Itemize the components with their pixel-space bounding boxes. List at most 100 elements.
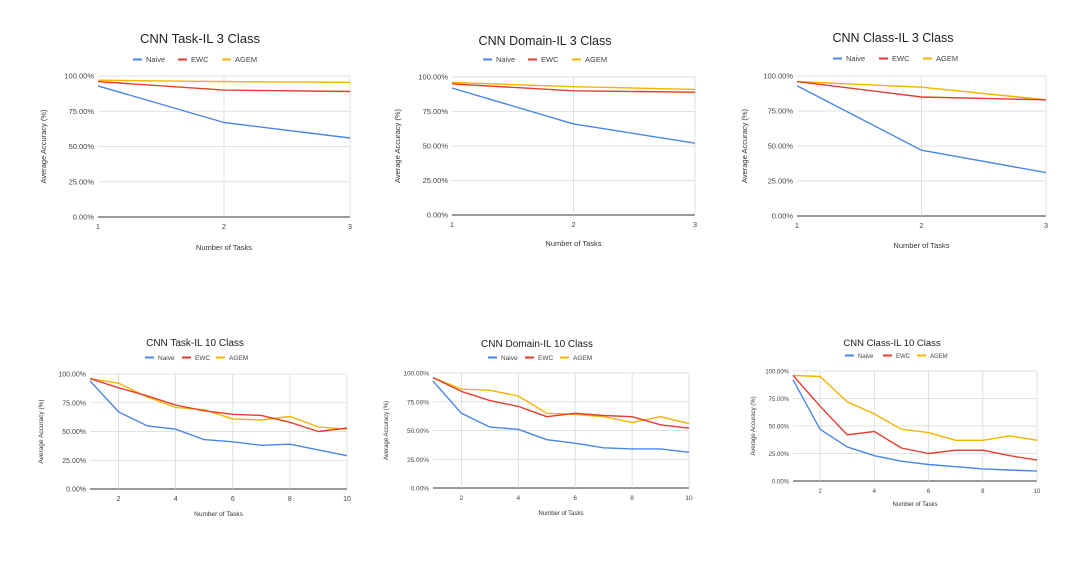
y-tick-label: 100.00% <box>418 73 448 82</box>
chart-title: CNN Task-IL 3 Class <box>140 31 260 46</box>
legend-label-agem: AGEM <box>235 55 257 64</box>
series-line-agem <box>89 377 348 430</box>
chart-title: CNN Domain-IL 10 Class <box>481 339 593 350</box>
legend-label-ewc: EWC <box>538 355 553 362</box>
chart-panel-4: CNN Task-IL 10 Class Naive EWC AGEM 0.00% 25.… <box>0 290 360 583</box>
chart-panel-5: CNN Domain-IL 10 Class Naive EWC AGEM 0.00% 2… <box>355 290 715 583</box>
legend-label-ewc: EWC <box>191 55 209 64</box>
x-tick-label: 8 <box>981 489 985 495</box>
x-tick-label: 10 <box>685 495 693 502</box>
x-tick-label: 8 <box>288 496 292 503</box>
x-tick-label: 1 <box>450 220 454 229</box>
x-tick-label: 1 <box>795 221 799 230</box>
series-line-agem <box>796 80 1047 101</box>
legend-label-naive: Naive <box>146 55 165 64</box>
x-tick-label: 1 <box>96 222 100 231</box>
y-tick-label: 0.00% <box>772 480 790 486</box>
x-tick-label: 4 <box>873 489 877 495</box>
legend-label-naive: Naive <box>858 354 874 360</box>
x-tick-label: 3 <box>348 222 352 231</box>
legend-label-agem: AGEM <box>585 55 607 64</box>
series-line-naive <box>97 85 351 139</box>
x-tick-label: 4 <box>174 496 178 503</box>
legend-label-naive: Naive <box>158 355 175 362</box>
y-tick-label: 75.00% <box>407 399 429 406</box>
y-tick-label: 75.00% <box>769 397 790 403</box>
chart-svg-1: CNN Task-IL 3 Class Naive EWC AGEM 0.00% 25.0… <box>39 31 352 252</box>
y-tick-label: 75.00% <box>423 107 449 116</box>
y-tick-label: 0.00% <box>772 212 794 221</box>
y-tick-label: 25.00% <box>62 458 86 465</box>
legend-label-ewc: EWC <box>892 54 910 63</box>
y-axis-label: Average Accuracy (%) <box>393 108 402 183</box>
y-tick-label: 50.00% <box>423 142 449 151</box>
y-tick-label: 50.00% <box>62 429 86 436</box>
series-line-agem <box>451 81 696 91</box>
chart-panel-3: CNN Class-IL 3 Class Naive EWC AGEM 0.00% 25.… <box>705 0 1075 290</box>
legend-label-agem: AGEM <box>930 354 948 360</box>
series-line-ewc <box>97 80 351 93</box>
chart-svg-3: CNN Class-IL 3 Class Naive EWC AGEM 0.00% 25.… <box>740 31 1048 250</box>
legend-label-naive: Naive <box>846 54 865 63</box>
y-tick-label: 50.00% <box>407 428 429 435</box>
x-tick-label: 6 <box>927 489 931 495</box>
x-axis-label: Number of Tasks <box>893 502 938 508</box>
x-tick-label: 2 <box>571 220 575 229</box>
legend-label-agem: AGEM <box>573 355 592 362</box>
chart-title: CNN Class-IL 10 Class <box>843 338 941 349</box>
x-tick-label: 6 <box>231 496 235 503</box>
chart-panel-2: CNN Domain-IL 3 Class Naive EWC AGEM 0.00% 25… <box>355 0 715 290</box>
y-axis-label: Average Accuracy (%) <box>38 399 45 463</box>
x-tick-label: 10 <box>1034 489 1041 495</box>
y-axis-label: Average Accuracy (%) <box>384 401 390 460</box>
series-line-naive <box>796 85 1047 174</box>
legend-label-ewc: EWC <box>541 55 559 64</box>
y-tick-label: 100.00% <box>64 72 94 81</box>
y-tick-label: 0.00% <box>66 487 86 494</box>
x-tick-label: 3 <box>1044 221 1048 230</box>
y-tick-label: 0.00% <box>427 211 449 220</box>
legend-label-naive: Naive <box>496 55 515 64</box>
y-tick-label: 25.00% <box>768 177 794 186</box>
y-tick-label: 25.00% <box>407 457 429 464</box>
x-tick-label: 2 <box>222 222 226 231</box>
x-axis-label: Number of Tasks <box>539 511 584 517</box>
x-tick-label: 8 <box>630 495 634 502</box>
legend-label-naive: Naive <box>501 355 518 362</box>
series-line-naive <box>451 87 696 144</box>
legend-label-agem: AGEM <box>936 54 958 63</box>
legend-label-ewc: EWC <box>195 355 210 362</box>
series-line-naive <box>432 380 690 453</box>
x-axis-label: Number of Tasks <box>196 243 252 252</box>
series-line-naive <box>89 380 348 457</box>
series-line-ewc <box>792 374 1038 461</box>
chart-panel-1: CNN Task-IL 3 Class Naive EWC AGEM 0.00% 25.0… <box>0 0 360 290</box>
x-tick-label: 2 <box>818 489 822 495</box>
x-tick-label: 2 <box>919 221 923 230</box>
y-tick-label: 100.00% <box>765 370 789 376</box>
chart-panel-6: CNN Class-IL 10 Class Naive EWC AGEM 0.00% 25… <box>705 290 1075 583</box>
y-tick-label: 75.00% <box>62 400 86 407</box>
x-tick-label: 2 <box>117 496 121 503</box>
y-axis-label: Average Accuracy (%) <box>751 396 757 455</box>
x-axis-label: Number of Tasks <box>194 511 243 518</box>
y-tick-label: 75.00% <box>768 107 794 116</box>
series-line-ewc <box>432 376 690 429</box>
series-line-ewc <box>796 80 1047 101</box>
chart-title: CNN Task-IL 10 Class <box>146 338 244 349</box>
y-tick-label: 75.00% <box>69 107 95 116</box>
chart-title: CNN Class-IL 3 Class <box>832 31 953 45</box>
y-tick-label: 100.00% <box>58 372 86 379</box>
y-axis-label: Average Accuracy (%) <box>39 109 48 184</box>
legend-label-ewc: EWC <box>896 354 911 360</box>
y-tick-label: 25.00% <box>423 176 449 185</box>
x-tick-label: 6 <box>573 495 577 502</box>
x-axis-label: Number of Tasks <box>545 239 601 248</box>
y-tick-label: 50.00% <box>69 142 95 151</box>
y-tick-label: 50.00% <box>768 142 794 151</box>
x-axis-label: Number of Tasks <box>893 241 949 250</box>
series-line-naive <box>792 379 1038 472</box>
y-tick-label: 100.00% <box>763 72 793 81</box>
